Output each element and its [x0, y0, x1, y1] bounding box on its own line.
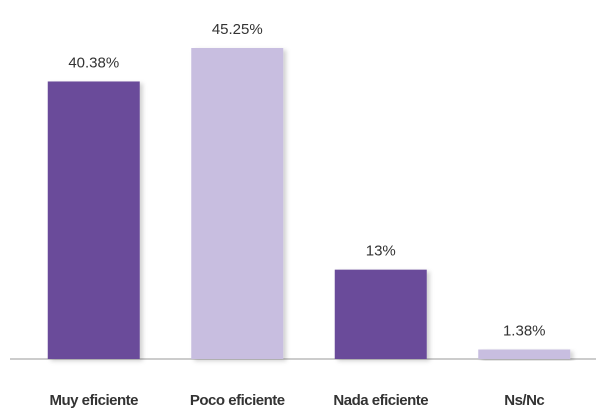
bar	[478, 349, 571, 359]
x-tick-label: Ns/Nc	[504, 392, 544, 409]
x-tick-label: Muy eficiente	[49, 392, 138, 409]
bar	[191, 48, 284, 359]
x-tick-label: Nada eficiente	[333, 392, 428, 409]
x-tick-label: Poco eficiente	[190, 392, 285, 409]
value-label: 1.38%	[503, 322, 546, 339]
value-label: 13%	[366, 243, 396, 260]
bar	[47, 81, 140, 359]
bar	[334, 269, 427, 359]
value-label: 45.25%	[212, 21, 263, 38]
value-label: 40.38%	[68, 54, 119, 71]
